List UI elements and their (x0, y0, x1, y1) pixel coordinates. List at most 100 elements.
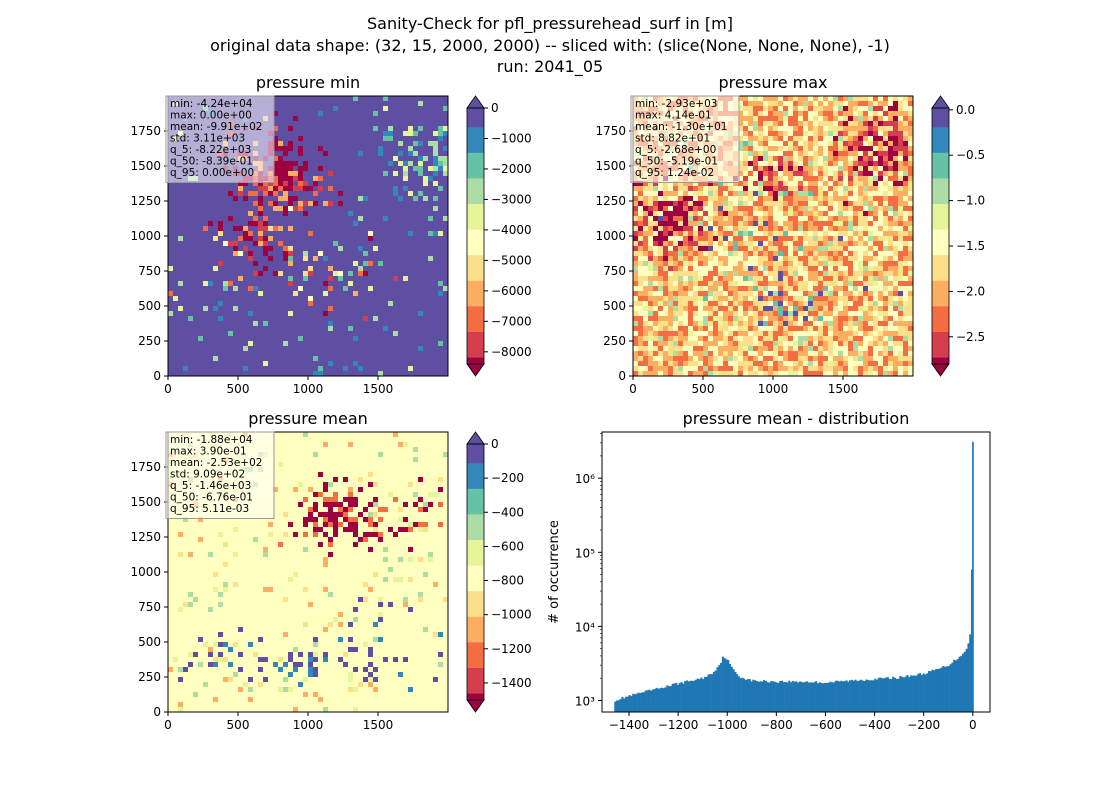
heatmap-cell (368, 146, 374, 152)
heatmap-cell (368, 116, 374, 122)
heatmap-cell (373, 196, 379, 202)
heatmap-cell (773, 161, 779, 167)
heatmap-cell (888, 131, 894, 137)
heatmap-cell (188, 286, 194, 292)
heatmap-cell (393, 356, 399, 362)
heatmap-cell (723, 251, 729, 257)
colorbar-segment (467, 248, 484, 256)
heatmap-cell (383, 311, 389, 317)
heatmap-cell (268, 321, 274, 327)
heatmap-cell (288, 206, 294, 212)
heatmap-cell (198, 326, 204, 332)
heatmap-cell (188, 221, 194, 227)
heatmap-cell (433, 171, 439, 177)
heatmap-cell (638, 216, 644, 222)
heatmap-cell (893, 146, 899, 152)
heatmap-cell (793, 236, 799, 242)
heatmap-cell (428, 161, 434, 167)
heatmap-cell (333, 246, 339, 252)
heatmap-cell (823, 141, 829, 147)
heatmap-cell (263, 251, 269, 257)
heatmap-cell (283, 171, 289, 177)
heatmap-cell (758, 136, 764, 142)
heatmap-cell (443, 346, 449, 352)
heatmap-cell (828, 136, 834, 142)
heatmap-cell (438, 136, 444, 142)
heatmap-cell (678, 251, 684, 257)
heatmap-cell (308, 146, 314, 152)
heatmap-cell (843, 111, 849, 117)
heatmap-cell (438, 356, 444, 362)
heatmap-cell (298, 346, 304, 352)
heatmap-cell (303, 156, 309, 162)
heatmap-cell (858, 166, 864, 172)
heatmap-cell (733, 236, 739, 242)
heatmap-cell (663, 216, 669, 222)
heatmap-cell (368, 211, 374, 217)
heatmap-cell (378, 131, 384, 137)
heatmap-cell (313, 126, 319, 132)
heatmap-cell (393, 131, 399, 137)
heatmap-cell (423, 261, 429, 267)
heatmap-cell (338, 261, 344, 267)
heatmap-cell (223, 206, 229, 212)
heatmap-cell (398, 236, 404, 242)
heatmap-cell (408, 266, 414, 272)
heatmap-cell (228, 366, 234, 372)
heatmap-cell (328, 231, 334, 237)
heatmap-cell (278, 301, 284, 307)
heatmap-cell (303, 226, 309, 232)
heatmap-cell (263, 201, 269, 207)
heatmap-cell (238, 236, 244, 242)
heatmap-cell (793, 171, 799, 177)
heatmap-cell (393, 216, 399, 222)
heatmap-cell (193, 281, 199, 287)
colorbar-segment (467, 332, 484, 339)
heatmap-cell (823, 221, 829, 227)
heatmap-cell (738, 111, 744, 117)
heatmap-cell (838, 156, 844, 162)
heatmap-cell (813, 106, 819, 112)
heatmap-cell (758, 246, 764, 252)
heatmap-cell (268, 316, 274, 322)
heatmap-cell (268, 256, 274, 262)
heatmap-cell (188, 356, 194, 362)
heatmap-cell (408, 201, 414, 207)
heatmap-cell (688, 201, 694, 207)
heatmap-cell (823, 111, 829, 117)
heatmap-cell (738, 146, 744, 152)
heatmap-cell (188, 206, 194, 212)
heatmap-cell (243, 296, 249, 302)
heatmap-cell (428, 331, 434, 337)
heatmap-cell (388, 316, 394, 322)
heatmap-cell (403, 271, 409, 277)
heatmap-cell (328, 251, 334, 257)
heatmap-cell (318, 306, 324, 312)
heatmap-cell (203, 226, 209, 232)
heatmap-cell (688, 226, 694, 232)
heatmap-cell (428, 281, 434, 287)
heatmap-cell (698, 226, 704, 232)
heatmap-cell (763, 231, 769, 237)
heatmap-cell (718, 221, 724, 227)
heatmap-cell (708, 186, 714, 192)
heatmap-cell (793, 166, 799, 172)
heatmap-cell (368, 151, 374, 157)
heatmap-cell (738, 206, 744, 212)
heatmap-cell (373, 371, 379, 377)
heatmap-cell (813, 131, 819, 137)
heatmap-cell (868, 176, 874, 182)
heatmap-cell (313, 101, 319, 107)
heatmap-cell (223, 266, 229, 272)
heatmap-cell (383, 116, 389, 122)
heatmap-cell (393, 101, 399, 107)
heatmap-cell (443, 216, 449, 222)
heatmap-cell (818, 131, 824, 137)
heatmap-cell (378, 286, 384, 292)
heatmap-cell (783, 201, 789, 207)
heatmap-cell (268, 191, 274, 197)
colorbar-tick-label: −4000 (491, 223, 532, 237)
heatmap-cell (188, 246, 194, 252)
heatmap-cell (253, 301, 259, 307)
heatmap-cell (263, 256, 269, 262)
